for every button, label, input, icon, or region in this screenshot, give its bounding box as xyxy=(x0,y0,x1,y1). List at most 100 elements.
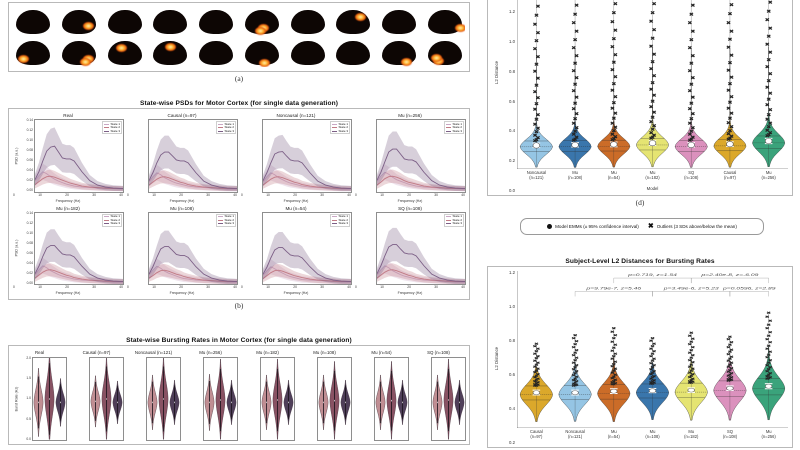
svg-text:✖: ✖ xyxy=(535,377,540,381)
burst-ytick: 1.5 xyxy=(26,376,31,381)
svg-text:✖: ✖ xyxy=(574,356,579,360)
brain-surface-icon xyxy=(196,8,236,36)
svg-text:✖: ✖ xyxy=(649,373,654,377)
legend-color-swatch xyxy=(332,223,338,224)
panel-e-ylabel: L2 Distance xyxy=(494,346,500,370)
svg-text:✖: ✖ xyxy=(690,373,695,377)
burst-plot-area xyxy=(146,357,181,441)
svg-text:✖: ✖ xyxy=(574,348,579,352)
svg-text:✖: ✖ xyxy=(613,112,618,117)
svg-text:✖: ✖ xyxy=(613,367,618,371)
psd-row: Real PSD (a.u.) 0.14 0.12 0.10 0.08 0.06 0.04 0.… xyxy=(11,112,467,205)
legend-label: State 1 xyxy=(338,121,348,126)
psd-xaxis-ticks: 0 10 20 30 40 xyxy=(12,193,124,199)
legend-label: State 2 xyxy=(338,125,348,129)
psd-legend: State 1 State 2 State 3 xyxy=(216,213,236,227)
psd-xaxis-ticks: 0 10 20 30 40 xyxy=(12,285,124,291)
legend-color-swatch xyxy=(332,127,338,128)
psd-legend-item: State 2 xyxy=(104,217,120,222)
psd-subplot: SQ (n=108) State 1 State 2 State 3 0 10 20 30 40… xyxy=(353,205,467,298)
psd-legend-item: State 2 xyxy=(332,126,348,129)
brain-silhouette xyxy=(336,40,371,65)
svg-text:✖: ✖ xyxy=(649,362,654,366)
svg-text:✖: ✖ xyxy=(768,121,773,126)
psd-subplot-title: Mu (n=256) xyxy=(398,113,422,118)
svg-text:✖: ✖ xyxy=(768,0,773,5)
panel-e-ylabel-wrap: L2 Distance xyxy=(492,271,502,445)
svg-text:✖: ✖ xyxy=(532,376,537,380)
svg-text:✖: ✖ xyxy=(574,370,579,374)
svg-text:✖: ✖ xyxy=(765,128,770,133)
svg-text:✖: ✖ xyxy=(535,31,540,36)
svg-text:✖: ✖ xyxy=(574,30,579,35)
svg-text:✖: ✖ xyxy=(687,122,692,127)
svg-text:✖: ✖ xyxy=(571,21,576,26)
panel-e-yaxis-ticks: 1.2 1.0 0.8 0.6 0.4 0.2 xyxy=(502,270,517,445)
svg-text:✖: ✖ xyxy=(690,135,695,140)
svg-text:✖: ✖ xyxy=(765,117,770,122)
burst-ylabel: Burst Rate (Hz) xyxy=(14,386,19,412)
psd-xtick: 10 xyxy=(38,285,42,289)
burst-axis-spacer xyxy=(183,357,203,441)
psd-xaxis-ticks: 0 10 20 30 40 xyxy=(126,285,238,291)
psd-xtick: 30 xyxy=(206,192,210,197)
svg-text:✖: ✖ xyxy=(651,28,656,33)
svg-text:✖: ✖ xyxy=(687,89,692,94)
activation-hotspot xyxy=(254,26,266,35)
psd-axis-spacer xyxy=(354,212,376,286)
psd-xlabel: Frequency (Hz) xyxy=(169,198,195,203)
psd-xtick: 10 xyxy=(380,285,384,289)
violin-xtick-line: (n=256) xyxy=(761,175,776,181)
psd-legend-item: State 3 xyxy=(104,222,120,225)
psd-ytick: 0.06 xyxy=(26,250,33,255)
psd-axis-spacer xyxy=(240,212,262,286)
psd-legend: State 1 State 2 State 3 xyxy=(102,121,122,134)
svg-text:✖: ✖ xyxy=(729,111,734,116)
svg-text:✖: ✖ xyxy=(649,131,654,136)
brain-silhouette xyxy=(107,9,142,34)
legend-color-swatch xyxy=(332,123,338,125)
legend-label: State 2 xyxy=(110,217,120,222)
svg-text:✖: ✖ xyxy=(532,133,537,138)
burst-plot-area xyxy=(89,357,124,441)
psd-subplot-title: SQ (n=108) xyxy=(398,205,422,211)
psd-xlabel: Frequency (Hz) xyxy=(55,291,81,295)
svg-text:✖: ✖ xyxy=(765,337,770,341)
legend-label: State 1 xyxy=(452,121,462,126)
psd-legend-item: State 2 xyxy=(446,126,462,129)
psd-xtick: 10 xyxy=(152,285,156,289)
brain-grid xyxy=(9,3,469,71)
violin-xtick-line: (n=256) xyxy=(761,434,776,440)
svg-text:✖: ✖ xyxy=(571,382,576,386)
violin-ytick: 1.0 xyxy=(509,39,515,45)
legend-color-swatch xyxy=(332,216,338,217)
burst-subplot-title: Noncausal (n=121) xyxy=(134,350,173,355)
violin-xtick-line: SQ xyxy=(688,170,695,175)
psd-subplot-title: Noncausal (n=121) xyxy=(276,113,316,118)
violin-xtick-line: (n=182) xyxy=(645,175,660,181)
violin-xtick-line: (n=182) xyxy=(684,434,699,440)
psd-legend-item: State 1 xyxy=(104,122,120,126)
violin-ytick: 0.4 xyxy=(509,405,515,411)
activation-hotspot xyxy=(355,12,367,21)
psd-xaxis-ticks: 0 10 20 30 40 xyxy=(354,285,466,291)
psd-legend: State 1 State 2 State 3 xyxy=(444,121,464,134)
legend-color-swatch xyxy=(104,130,110,132)
svg-text:✖: ✖ xyxy=(651,94,656,99)
burst-axis-spacer xyxy=(69,357,89,441)
brain-surface-icon xyxy=(333,8,373,36)
violin-xtick: Mu (n=108) xyxy=(633,428,672,445)
svg-text:✖: ✖ xyxy=(690,380,695,384)
svg-text:✖: ✖ xyxy=(535,361,540,365)
svg-text:✖: ✖ xyxy=(532,22,537,27)
psd-xlabel: Frequency (Hz) xyxy=(169,291,195,295)
violin-xtick-line: Mu xyxy=(688,429,695,434)
psd-subplot-title: Real xyxy=(63,113,73,118)
svg-text:✖: ✖ xyxy=(649,137,654,142)
svg-text:✖: ✖ xyxy=(532,365,537,369)
psd-legend-item: State 1 xyxy=(104,215,120,218)
svg-text:✖: ✖ xyxy=(687,138,692,143)
psd-xtick: 40 xyxy=(461,192,465,197)
psd-ytick: 0.10 xyxy=(26,138,33,143)
violin-xtick-line: Noncausal xyxy=(565,429,585,434)
